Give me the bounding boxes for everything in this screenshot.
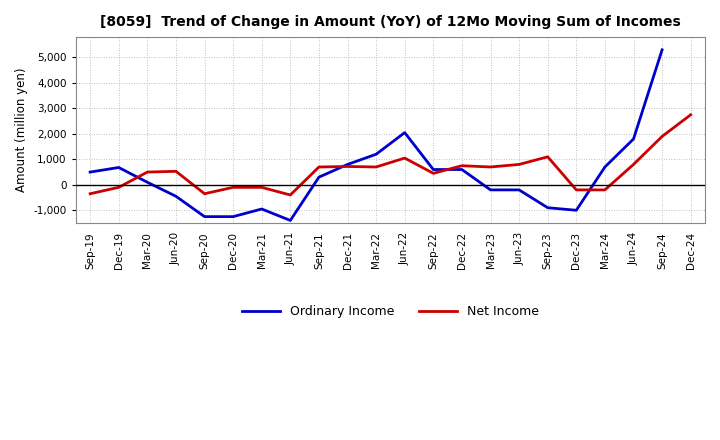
- Net Income: [200, 191, 209, 196]
- Ordinary Income: [286, 218, 294, 223]
- Net Income: [686, 112, 695, 117]
- Net Income: [315, 165, 323, 170]
- Net Income: [486, 165, 495, 170]
- Ordinary Income: [429, 167, 438, 172]
- Net Income: [658, 134, 667, 139]
- Ordinary Income: [629, 136, 638, 142]
- Ordinary Income: [343, 162, 352, 167]
- Net Income: [572, 187, 580, 193]
- Ordinary Income: [486, 187, 495, 193]
- Y-axis label: Amount (million yen): Amount (million yen): [15, 68, 28, 192]
- Net Income: [343, 164, 352, 169]
- Ordinary Income: [458, 167, 467, 172]
- Ordinary Income: [658, 47, 667, 52]
- Ordinary Income: [600, 165, 609, 170]
- Ordinary Income: [171, 194, 180, 199]
- Net Income: [600, 187, 609, 193]
- Ordinary Income: [114, 165, 123, 170]
- Ordinary Income: [572, 208, 580, 213]
- Net Income: [258, 185, 266, 190]
- Ordinary Income: [229, 214, 238, 219]
- Ordinary Income: [200, 214, 209, 219]
- Net Income: [86, 191, 94, 196]
- Net Income: [544, 154, 552, 159]
- Ordinary Income: [544, 205, 552, 210]
- Net Income: [286, 192, 294, 198]
- Ordinary Income: [258, 206, 266, 212]
- Ordinary Income: [315, 175, 323, 180]
- Net Income: [372, 165, 380, 170]
- Ordinary Income: [372, 152, 380, 157]
- Legend: Ordinary Income, Net Income: Ordinary Income, Net Income: [237, 300, 544, 323]
- Net Income: [629, 162, 638, 167]
- Line: Ordinary Income: Ordinary Income: [90, 50, 662, 220]
- Line: Net Income: Net Income: [90, 115, 690, 195]
- Net Income: [458, 163, 467, 169]
- Net Income: [515, 162, 523, 167]
- Ordinary Income: [86, 169, 94, 175]
- Net Income: [229, 185, 238, 190]
- Net Income: [143, 169, 152, 175]
- Net Income: [171, 169, 180, 174]
- Ordinary Income: [515, 187, 523, 193]
- Ordinary Income: [143, 180, 152, 185]
- Ordinary Income: [400, 130, 409, 135]
- Net Income: [400, 155, 409, 161]
- Title: [8059]  Trend of Change in Amount (YoY) of 12Mo Moving Sum of Incomes: [8059] Trend of Change in Amount (YoY) o…: [100, 15, 681, 29]
- Net Income: [429, 171, 438, 176]
- Net Income: [114, 185, 123, 190]
